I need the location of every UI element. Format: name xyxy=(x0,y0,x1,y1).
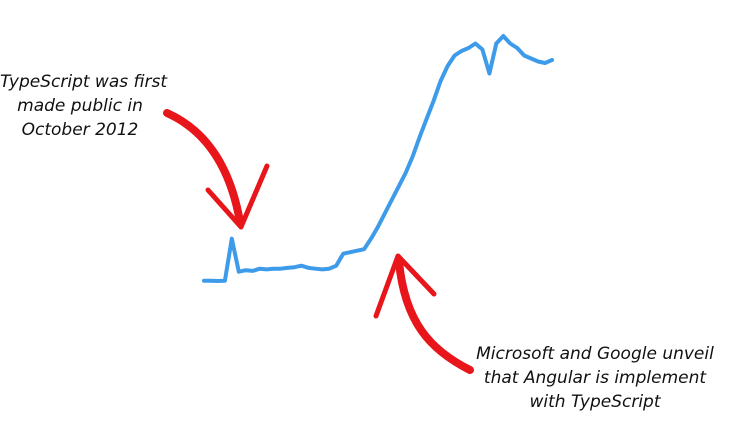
annotation-launch-line-2: made public in xyxy=(17,96,143,116)
data-point xyxy=(425,117,429,121)
data-point xyxy=(529,56,533,61)
data-point xyxy=(320,267,324,271)
data-point xyxy=(418,135,422,139)
annotation-launch-line-3: October 2012 xyxy=(21,120,139,140)
data-point xyxy=(230,237,234,241)
data-point xyxy=(543,61,547,65)
arrow-head xyxy=(373,253,437,319)
data-point xyxy=(466,46,471,50)
data-point xyxy=(202,279,206,283)
data-point xyxy=(536,59,540,64)
data-point xyxy=(480,47,484,52)
data-point xyxy=(265,267,269,271)
data-point xyxy=(411,154,415,158)
data-point xyxy=(397,184,401,188)
data-point xyxy=(369,237,373,241)
data-point xyxy=(292,265,297,269)
data-point xyxy=(313,267,317,271)
data-point xyxy=(515,46,519,50)
annotation-angular: Microsoft and Google unveil that Angular… xyxy=(470,342,720,414)
data-point xyxy=(362,247,366,251)
data-point xyxy=(494,41,498,46)
data-point xyxy=(473,41,477,46)
annotation-angular-line-2: that Angular is implement xyxy=(483,368,707,388)
data-point xyxy=(244,268,248,272)
arrow-shaft xyxy=(163,109,244,226)
arrow-head xyxy=(205,163,270,230)
data-point xyxy=(550,58,554,62)
annotation-angular-line-3: with TypeScript xyxy=(529,392,661,412)
data-point xyxy=(251,269,255,273)
annotation-angular-line-1: Microsoft and Google unveil xyxy=(476,344,714,364)
data-point xyxy=(272,267,276,271)
data-point xyxy=(404,171,408,175)
data-point xyxy=(334,264,338,268)
data-point xyxy=(508,41,512,46)
data-point xyxy=(223,279,227,283)
data-point xyxy=(279,267,283,271)
data-point xyxy=(327,267,331,271)
series-line xyxy=(202,34,554,283)
data-point xyxy=(341,252,345,256)
data-point xyxy=(432,99,436,103)
data-point xyxy=(209,279,213,283)
data-point xyxy=(383,211,387,215)
data-point xyxy=(376,225,380,229)
data-point xyxy=(487,71,491,76)
arrow-shaft xyxy=(395,258,474,374)
data-point xyxy=(306,266,310,270)
data-point xyxy=(285,266,290,270)
data-point xyxy=(390,198,394,202)
data-point xyxy=(453,53,457,58)
data-point xyxy=(459,49,464,53)
annotation-arrow-angular xyxy=(373,253,474,374)
data-point xyxy=(299,264,303,268)
annotation-arrow-launch xyxy=(163,109,270,230)
data-point xyxy=(258,267,262,271)
data-point xyxy=(522,53,526,58)
data-point xyxy=(216,279,220,283)
data-point xyxy=(501,34,505,38)
data-point xyxy=(348,250,352,254)
annotation-launch: TypeScript was first made public in Octo… xyxy=(0,70,168,142)
data-point xyxy=(439,79,443,83)
data-point xyxy=(446,64,450,68)
data-point xyxy=(355,249,359,253)
data-point xyxy=(237,270,241,274)
annotation-launch-line-1: TypeScript was first xyxy=(0,72,168,92)
